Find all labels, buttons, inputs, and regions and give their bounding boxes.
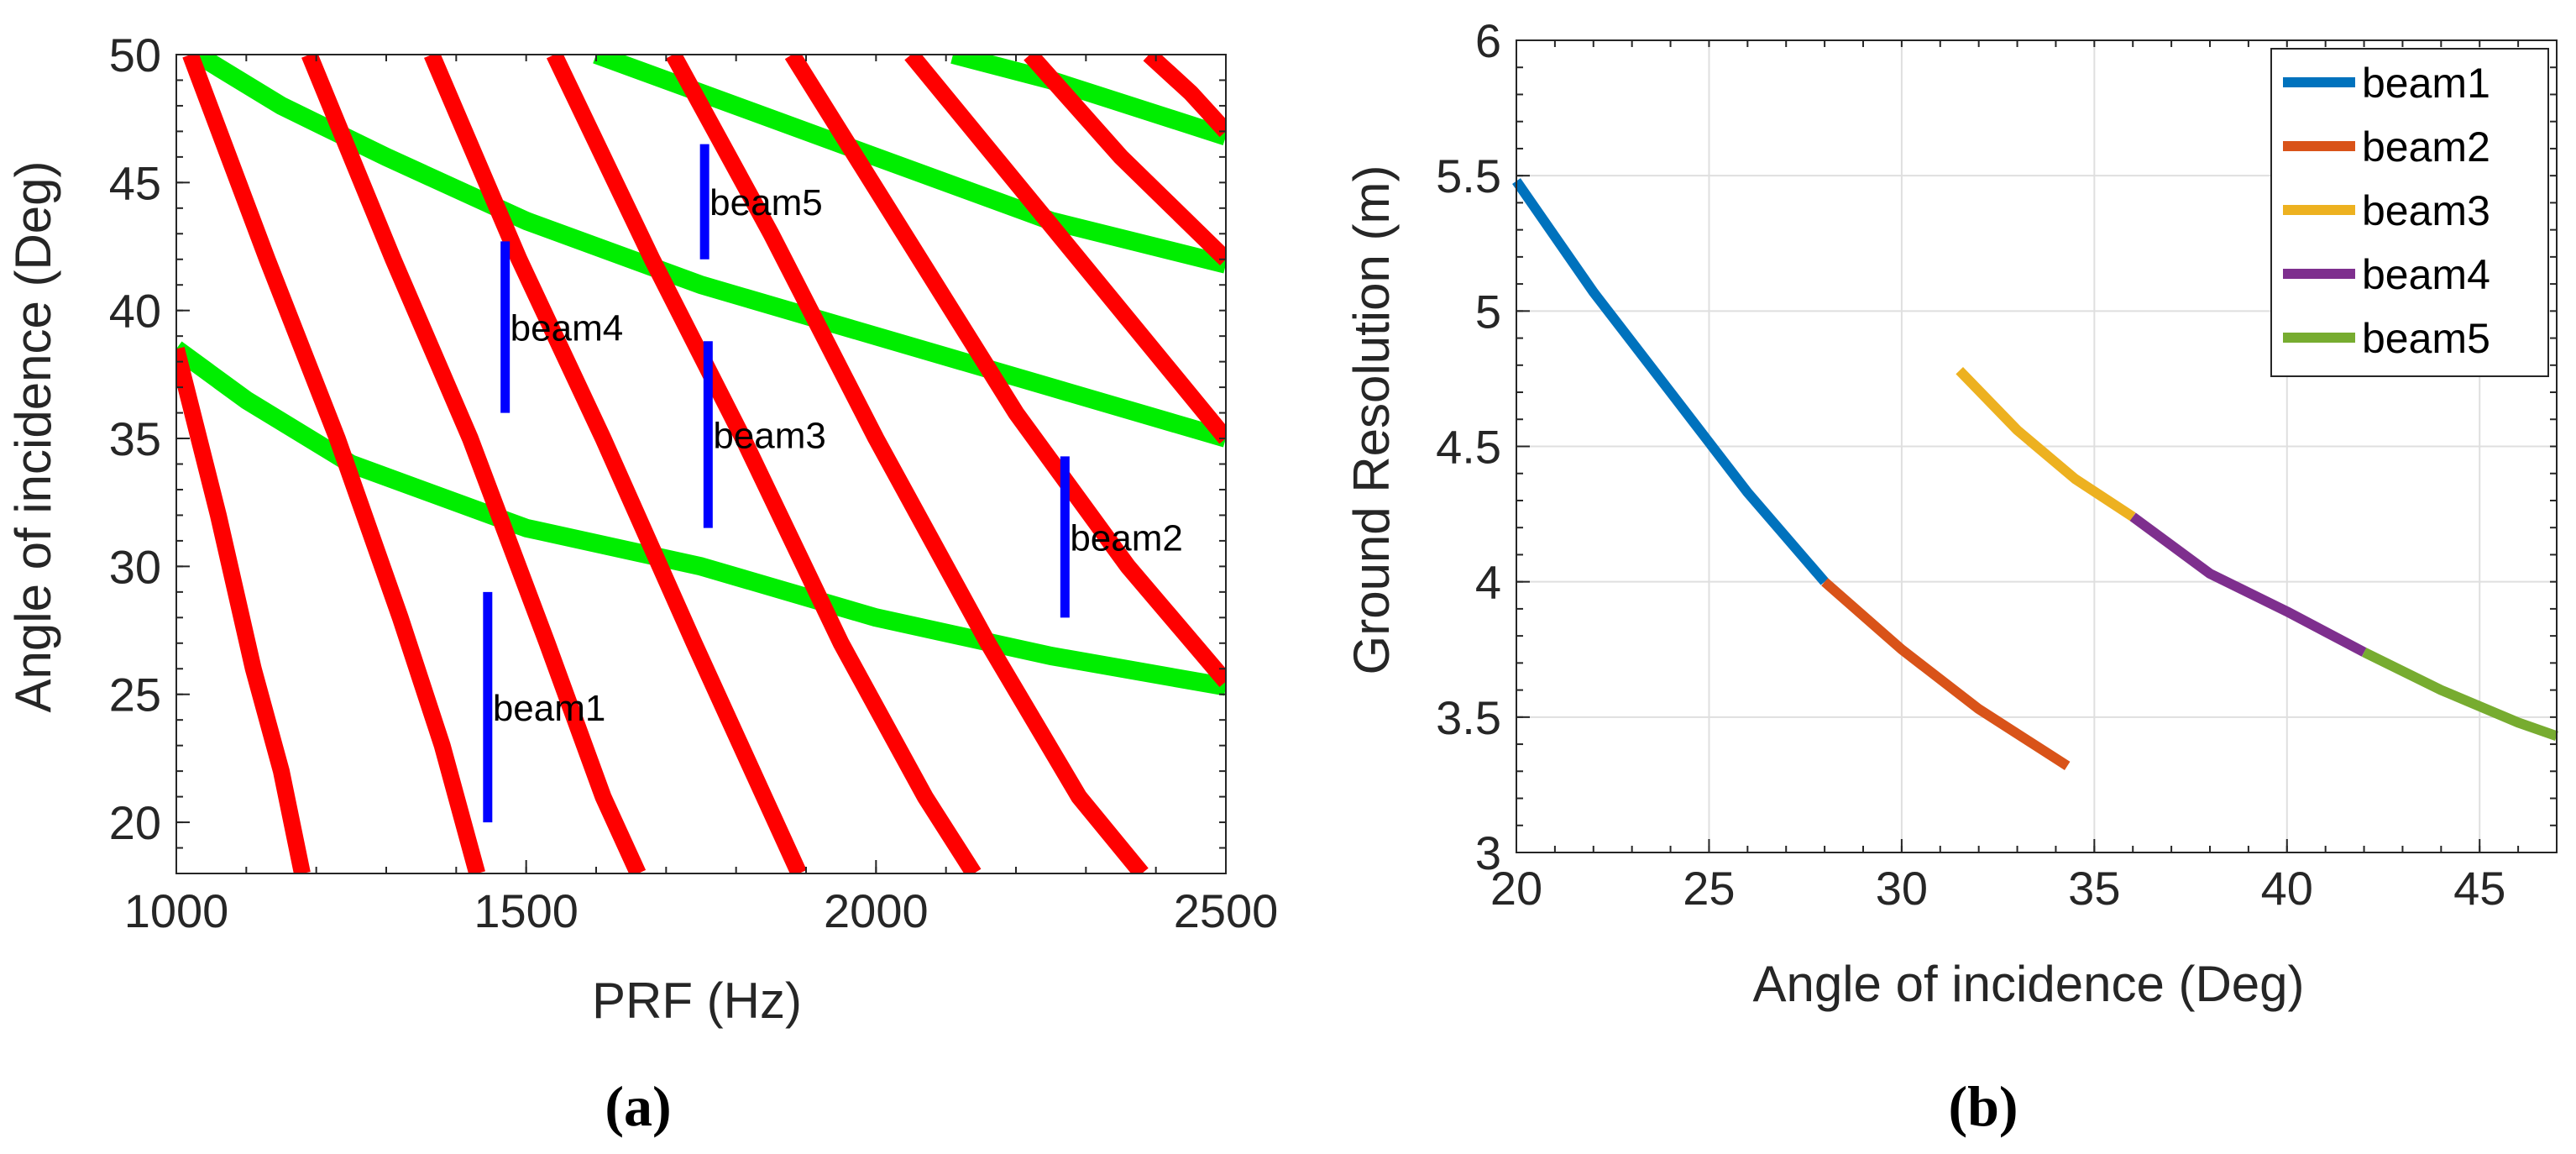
red-curve-9 [1024,55,1226,265]
x-tick-label: 2500 [1174,884,1279,937]
red-curve-5 [546,55,982,873]
series-beam5 [2361,648,2558,742]
y-tick-label: 50 [109,29,161,81]
series-beam1 [1512,178,1829,585]
chart-a: beam1 beam2 beam3 beam4 beam5 1000 1500 2000 250… [5,29,1278,1138]
y-tick-label: 6 [1475,14,1501,67]
chart-a-curves [176,55,1226,873]
x-tick-label: 20 [1490,862,1542,915]
y-tick-label: 4.5 [1436,421,1501,474]
x-tick-label: 1500 [474,884,579,937]
y-tick-label: 3 [1475,826,1501,879]
chart-a-ylabel: Angle of incidence (Deg) [5,160,61,712]
red-curve-3 [301,55,647,873]
x-tick-label: 40 [2261,862,2313,915]
y-tick-label: 20 [109,796,161,849]
red-curve-2 [182,55,485,873]
green-curve-3 [593,55,1226,274]
y-tick-label: 3.5 [1436,691,1501,744]
green-curve-1 [176,341,1226,696]
x-tick-label: 45 [2453,862,2505,915]
series-beam4 [2129,512,2367,657]
beam-label-beam5: beam5 [709,182,823,223]
x-tick-label: 2000 [824,884,929,937]
x-tick-label: 35 [2068,862,2120,915]
chart-b-panel-label: (b) [1948,1074,2018,1138]
legend-label-beam1: beam1 [2362,60,2490,107]
y-tick-label: 35 [109,412,161,465]
x-tick-label: 30 [1876,862,1928,915]
x-tick-label: 1000 [124,884,229,937]
beam-label-beam3: beam3 [713,415,826,456]
y-tick-label: 4 [1475,556,1501,609]
chart-b-ylabel: Ground Resolution (m) [1343,165,1400,675]
red-curve-8 [904,55,1226,444]
y-tick-label: 5 [1475,285,1501,338]
beam-label-beam1: beam1 [493,688,606,729]
red-curve-6 [665,55,1149,873]
y-tick-label: 5.5 [1436,149,1501,202]
series-beam3 [1956,367,2136,522]
legend-label-beam3: beam3 [2362,187,2490,234]
y-tick-label: 25 [109,669,161,721]
y-tick-label: 40 [109,285,161,338]
chart-b-plot-area: 20 25 30 35 40 45 3 3.5 4 4.5 5 5.5 6 beam1 beam2 beam3… [1436,14,2558,915]
beam-label-beam4: beam4 [510,307,624,349]
chart-b: 20 25 30 35 40 45 3 3.5 4 4.5 5 5.5 6 beam1 beam2 beam3… [1343,14,2558,1138]
chart-b-xlabel: Angle of incidence (Deg) [1752,956,2304,1012]
beam-label-beam2: beam2 [1070,517,1183,559]
chart-b-legend: beam1 beam2 beam3 beam4 beam5 [2270,48,2549,377]
y-tick-label: 45 [109,156,161,209]
legend-box [2270,48,2549,377]
chart-a-xlabel: PRF (Hz) [592,973,802,1029]
legend-label-beam5: beam5 [2362,315,2490,362]
red-curve-10 [1143,55,1226,138]
red-curve-1 [176,346,311,873]
series-beam2 [1821,578,2071,770]
chart-a-panel-label: (a) [605,1074,671,1138]
red-curve-4 [424,55,807,873]
legend-label-beam4: beam4 [2362,251,2490,298]
green-curve-2 [192,55,1226,448]
y-tick-label: 30 [109,540,161,593]
red-curve-7 [784,55,1226,687]
legend-label-beam2: beam2 [2362,123,2490,170]
x-tick-label: 25 [1683,862,1735,915]
chart-a-plot-area: beam1 beam2 beam3 beam4 beam5 1000 1500 2000 250… [109,29,1279,937]
